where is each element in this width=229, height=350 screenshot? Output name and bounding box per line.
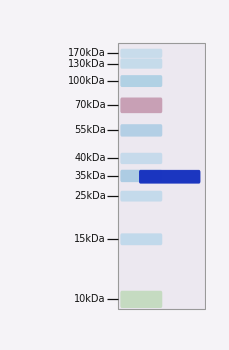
FancyBboxPatch shape	[120, 49, 162, 58]
FancyBboxPatch shape	[120, 124, 162, 136]
FancyBboxPatch shape	[120, 191, 162, 202]
Text: 35kDa: 35kDa	[74, 171, 106, 181]
Text: 10kDa: 10kDa	[74, 294, 106, 304]
FancyBboxPatch shape	[120, 170, 162, 182]
Text: 15kDa: 15kDa	[74, 234, 106, 244]
FancyBboxPatch shape	[120, 233, 162, 245]
Text: 40kDa: 40kDa	[74, 153, 106, 163]
FancyBboxPatch shape	[120, 291, 162, 308]
FancyBboxPatch shape	[139, 170, 200, 184]
FancyBboxPatch shape	[139, 170, 200, 183]
Text: 170kDa: 170kDa	[68, 48, 106, 58]
Text: 100kDa: 100kDa	[68, 76, 106, 86]
FancyBboxPatch shape	[120, 58, 162, 69]
FancyBboxPatch shape	[120, 98, 162, 113]
Text: 25kDa: 25kDa	[74, 191, 106, 201]
Text: 130kDa: 130kDa	[68, 58, 106, 69]
FancyBboxPatch shape	[120, 75, 162, 87]
Text: 55kDa: 55kDa	[74, 125, 106, 135]
Text: 70kDa: 70kDa	[74, 100, 106, 110]
FancyBboxPatch shape	[120, 153, 162, 164]
FancyBboxPatch shape	[118, 43, 205, 309]
